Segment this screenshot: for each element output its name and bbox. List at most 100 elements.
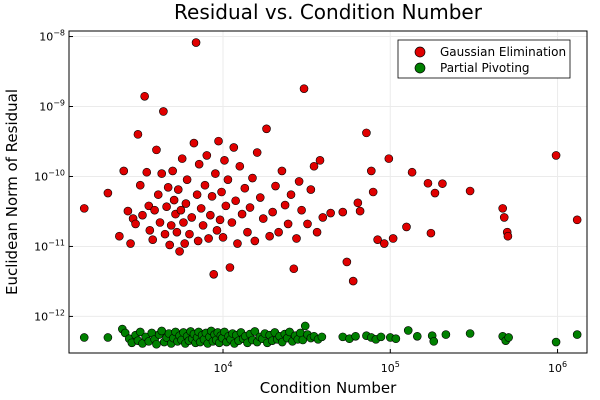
point-gaussian-elimination xyxy=(280,200,290,210)
point-gaussian-elimination xyxy=(297,205,306,215)
point-gaussian-elimination xyxy=(193,236,203,246)
grid-lines xyxy=(69,31,587,353)
point-gaussian-elimination xyxy=(384,154,394,163)
point-gaussian-elimination xyxy=(262,124,271,134)
point-gaussian-elimination xyxy=(175,247,184,256)
point-gaussian-elimination xyxy=(283,219,293,229)
legend: Gaussian Elimination Partial Pivoting xyxy=(397,39,571,79)
point-gaussian-elimination xyxy=(153,190,163,199)
point-gaussian-elimination xyxy=(348,276,358,286)
point-gaussian-elimination xyxy=(258,214,268,223)
point-gaussian-elimination xyxy=(160,229,170,239)
point-partial-pivoting xyxy=(429,337,439,346)
point-gaussian-elimination xyxy=(182,175,192,184)
point-gaussian-elimination xyxy=(177,154,187,163)
data-points xyxy=(79,38,582,349)
point-gaussian-elimination xyxy=(185,229,194,239)
y-tick-label: 10−9 xyxy=(39,99,65,114)
point-gaussian-elimination xyxy=(271,181,280,191)
point-gaussian-elimination xyxy=(366,166,376,176)
point-gaussian-elimination xyxy=(150,205,159,215)
point-gaussian-elimination xyxy=(215,215,225,225)
point-gaussian-elimination xyxy=(423,178,433,188)
point-gaussian-elimination xyxy=(388,234,398,243)
point-gaussian-elimination xyxy=(187,213,197,222)
point-gaussian-elimination xyxy=(250,236,260,246)
legend-marker-gaussian-elimination xyxy=(414,46,426,58)
point-gaussian-elimination xyxy=(138,210,147,220)
point-gaussian-elimination xyxy=(277,166,287,176)
point-gaussian-elimination xyxy=(155,218,165,227)
point-gaussian-elimination xyxy=(326,208,335,218)
point-gaussian-elimination xyxy=(245,203,255,212)
point-gaussian-elimination xyxy=(218,233,228,242)
point-gaussian-elimination xyxy=(148,235,158,244)
point-gaussian-elimination xyxy=(220,156,229,165)
point-partial-pivoting xyxy=(465,329,475,338)
point-gaussian-elimination xyxy=(233,239,242,248)
point-partial-pivoting xyxy=(403,326,413,335)
point-gaussian-elimination xyxy=(362,128,371,138)
point-gaussian-elimination xyxy=(379,239,389,248)
axis-ticks: 104 105 106 10−12 10−11 10−10 10−9 10−8 xyxy=(34,29,567,375)
legend-box xyxy=(397,39,571,79)
legend-marker-partial-pivoting xyxy=(414,62,426,74)
point-gaussian-elimination xyxy=(168,166,177,176)
point-gaussian-elimination xyxy=(503,231,513,241)
point-gaussian-elimination xyxy=(217,187,226,197)
point-gaussian-elimination xyxy=(152,145,161,155)
point-gaussian-elimination xyxy=(243,227,252,237)
point-gaussian-elimination xyxy=(294,177,304,186)
legend-label-gaussian-elimination: Gaussian Elimination xyxy=(440,45,566,59)
point-gaussian-elimination xyxy=(268,207,277,217)
point-gaussian-elimination xyxy=(140,91,149,101)
point-gaussian-elimination xyxy=(214,136,223,146)
point-partial-pivoting xyxy=(300,321,310,331)
point-gaussian-elimination xyxy=(145,226,155,235)
point-gaussian-elimination xyxy=(402,222,411,232)
y-tick-label: 10−10 xyxy=(34,168,65,183)
point-gaussian-elimination xyxy=(240,183,250,193)
point-partial-pivoting xyxy=(572,330,582,339)
point-gaussian-elimination xyxy=(312,227,322,237)
point-gaussian-elimination xyxy=(166,221,176,230)
point-gaussian-elimination xyxy=(103,188,113,198)
point-gaussian-elimination xyxy=(407,167,417,177)
point-gaussian-elimination xyxy=(165,240,174,250)
point-partial-pivoting xyxy=(551,337,561,347)
point-gaussian-elimination xyxy=(303,219,312,229)
point-gaussian-elimination xyxy=(221,201,231,211)
point-gaussian-elimination xyxy=(206,210,215,220)
x-tick-label: 106 xyxy=(548,360,567,375)
point-gaussian-elimination xyxy=(162,202,171,211)
point-gaussian-elimination xyxy=(438,179,447,188)
point-gaussian-elimination xyxy=(179,218,188,227)
point-gaussian-elimination xyxy=(373,235,382,244)
point-partial-pivoting xyxy=(103,333,113,342)
x-axis-label: Condition Number xyxy=(260,379,397,397)
point-partial-pivoting xyxy=(391,334,401,344)
point-partial-pivoting xyxy=(504,333,513,342)
point-gaussian-elimination xyxy=(202,151,212,160)
point-gaussian-elimination xyxy=(200,180,210,190)
y-tick-label: 10−11 xyxy=(34,238,65,253)
point-partial-pivoting xyxy=(441,330,451,339)
point-gaussian-elimination xyxy=(211,169,220,178)
point-gaussian-elimination xyxy=(499,213,509,222)
point-partial-pivoting xyxy=(351,331,360,341)
point-gaussian-elimination xyxy=(286,190,296,199)
point-gaussian-elimination xyxy=(426,228,436,238)
point-gaussian-elimination xyxy=(79,204,89,213)
point-gaussian-elimination xyxy=(498,204,508,213)
point-gaussian-elimination xyxy=(265,231,274,241)
point-partial-pivoting xyxy=(135,327,145,337)
point-partial-pivoting xyxy=(298,335,308,345)
point-gaussian-elimination xyxy=(368,187,378,197)
point-gaussian-elimination xyxy=(235,161,245,171)
point-gaussian-elimination xyxy=(123,206,133,216)
point-gaussian-elimination xyxy=(274,227,283,237)
point-gaussian-elimination xyxy=(207,192,217,201)
point-gaussian-elimination xyxy=(237,209,247,219)
point-gaussian-elimination xyxy=(306,185,316,194)
point-partial-pivoting xyxy=(317,332,327,342)
